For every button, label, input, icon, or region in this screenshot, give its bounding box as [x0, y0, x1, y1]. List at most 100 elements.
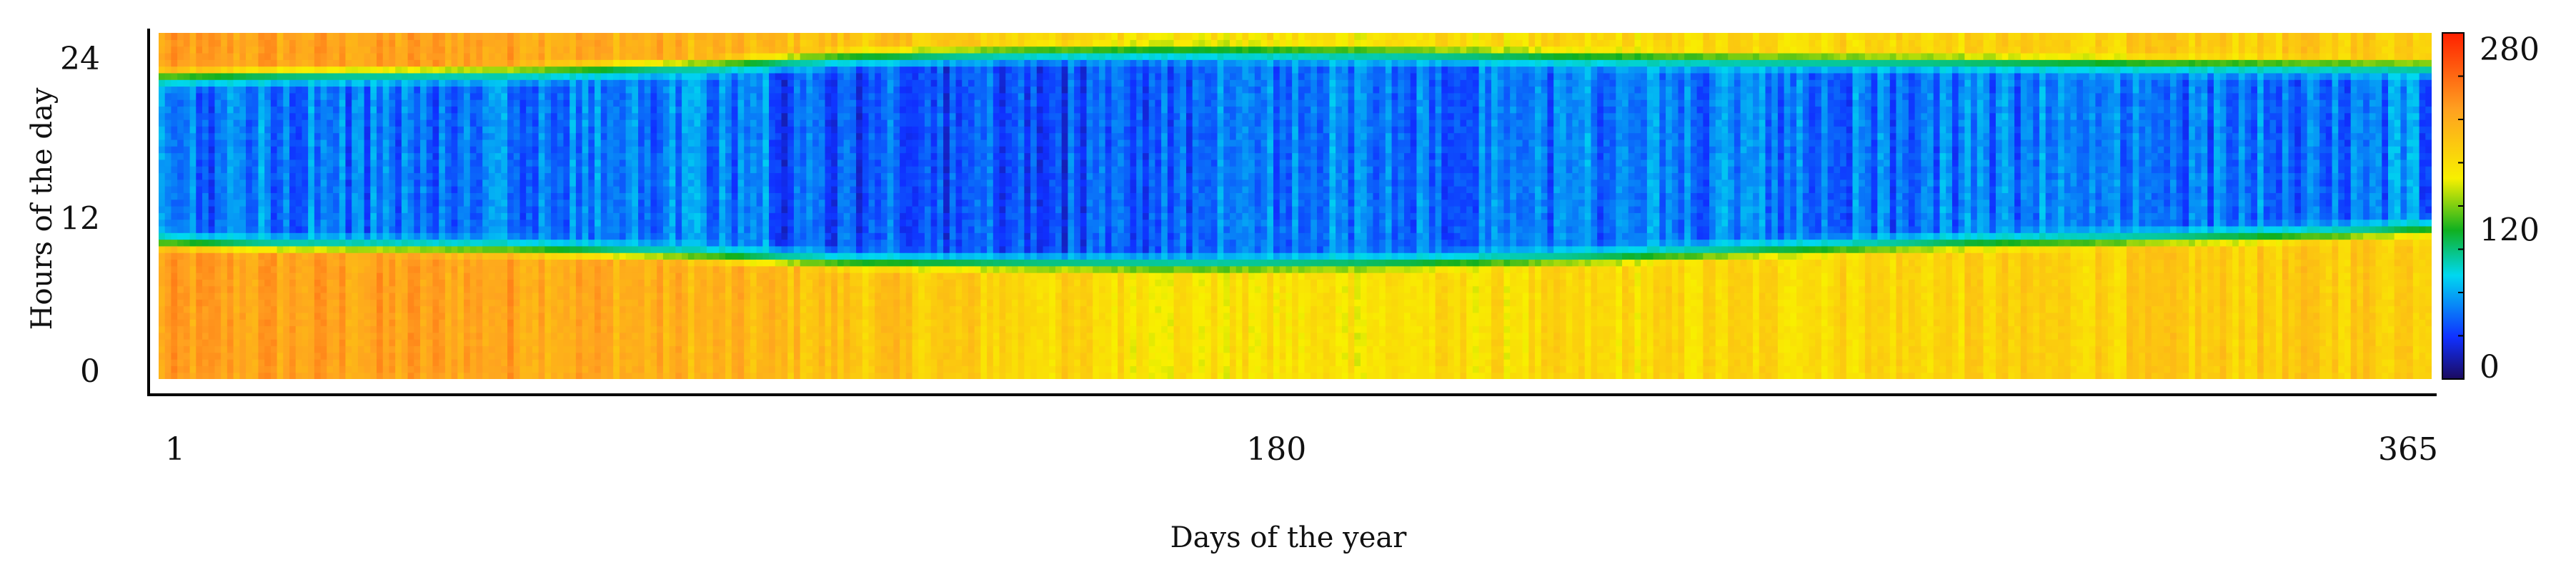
heatmap-cell — [457, 159, 464, 167]
heatmap-cell — [314, 199, 322, 207]
heatmap-cell — [544, 39, 552, 47]
heatmap-cell — [526, 119, 533, 127]
heatmap-cell — [507, 33, 514, 40]
heatmap-cell — [607, 365, 614, 373]
heatmap-cell — [638, 285, 645, 293]
heatmap-cell — [719, 126, 726, 134]
heatmap-cell — [314, 186, 322, 193]
heatmap-cell — [246, 339, 253, 347]
heatmap-cell — [494, 39, 502, 47]
heatmap-cell — [526, 259, 533, 267]
heatmap-cell — [712, 352, 720, 360]
heatmap-cell — [700, 86, 707, 94]
heatmap-cell — [159, 66, 166, 74]
heatmap-cell — [320, 265, 327, 273]
heatmap-cell — [277, 245, 284, 253]
heatmap-cell — [302, 132, 309, 140]
heatmap-cell — [595, 252, 602, 260]
heatmap-cell — [164, 293, 172, 300]
heatmap-cell — [327, 352, 334, 360]
heatmap-cell — [563, 252, 570, 260]
heatmap-cell — [420, 352, 427, 360]
heatmap-cell — [320, 312, 327, 320]
heatmap-cell — [595, 86, 602, 94]
heatmap-cell — [632, 372, 639, 379]
heatmap-cell — [283, 319, 290, 327]
heatmap-cell — [469, 179, 477, 187]
heatmap-cell — [401, 293, 409, 300]
heatmap-cell — [557, 365, 565, 373]
heatmap-cell — [513, 352, 521, 360]
heatmap-cell — [682, 186, 689, 193]
heatmap-cell — [295, 186, 303, 193]
heatmap-cell — [202, 312, 209, 320]
heatmap-cell — [382, 59, 390, 67]
heatmap-cell — [414, 225, 421, 233]
heatmap-cell — [239, 225, 247, 233]
heatmap-cell — [600, 305, 608, 313]
heatmap-cell — [277, 99, 284, 107]
heatmap-cell — [725, 312, 732, 320]
heatmap-cell — [488, 293, 496, 300]
heatmap-cell — [582, 106, 589, 114]
heatmap-cell — [333, 179, 340, 187]
heatmap-cell — [370, 132, 377, 140]
heatmap-cell — [314, 365, 322, 373]
heatmap-cell — [302, 352, 309, 360]
heatmap-cell — [662, 299, 670, 307]
heatmap-cell — [675, 293, 682, 300]
heatmap-cell — [432, 319, 439, 327]
heatmap-cell — [451, 339, 458, 347]
heatmap-cell — [202, 46, 209, 54]
heatmap-cell — [189, 265, 197, 273]
heatmap-cell — [327, 79, 334, 87]
heatmap-cell — [737, 285, 745, 293]
heatmap-cell — [444, 52, 452, 60]
heatmap-cell — [613, 265, 620, 273]
heatmap-cell — [575, 239, 583, 247]
heatmap-cell — [177, 252, 184, 260]
heatmap-cell — [208, 259, 216, 267]
heatmap-cell — [339, 192, 347, 200]
heatmap-cell — [613, 312, 620, 320]
heatmap-cell — [575, 352, 583, 360]
heatmap-cell — [432, 166, 439, 174]
heatmap-cell — [327, 372, 334, 379]
heatmap-cell — [669, 265, 676, 273]
heatmap-cell — [277, 72, 284, 80]
heatmap-cell — [208, 79, 216, 87]
heatmap-cell — [364, 166, 371, 174]
heatmap-cell — [557, 245, 565, 253]
heatmap-cell — [227, 212, 234, 220]
heatmap-cell — [476, 352, 483, 360]
heatmap-cell — [283, 359, 290, 366]
heatmap-cell — [595, 146, 602, 154]
heatmap-cell — [638, 352, 645, 360]
heatmap-cell — [600, 139, 608, 147]
heatmap-cell — [600, 332, 608, 340]
heatmap-cell — [233, 279, 240, 287]
heatmap-cell — [662, 33, 670, 40]
heatmap-cell — [650, 265, 657, 273]
heatmap-cell — [227, 225, 234, 233]
heatmap-cell — [570, 119, 577, 127]
heatmap-cell — [407, 46, 414, 54]
heatmap-cell — [488, 319, 496, 327]
heatmap-cell — [675, 72, 682, 80]
heatmap-cell — [706, 106, 714, 114]
heatmap-cell — [177, 212, 184, 220]
heatmap-cell — [737, 305, 745, 313]
heatmap-cell — [632, 312, 639, 320]
heatmap-cell — [719, 86, 726, 94]
heatmap-cell — [246, 225, 253, 233]
heatmap-cell — [382, 86, 390, 94]
heatmap-cell — [662, 79, 670, 87]
heatmap-cell — [551, 299, 558, 307]
heatmap-cell — [171, 39, 178, 47]
heatmap-cell — [600, 285, 608, 293]
heatmap-cell — [246, 332, 253, 340]
heatmap-cell — [196, 86, 203, 94]
heatmap-cell — [364, 339, 371, 347]
heatmap-cell — [432, 152, 439, 160]
heatmap-cell — [208, 339, 216, 347]
